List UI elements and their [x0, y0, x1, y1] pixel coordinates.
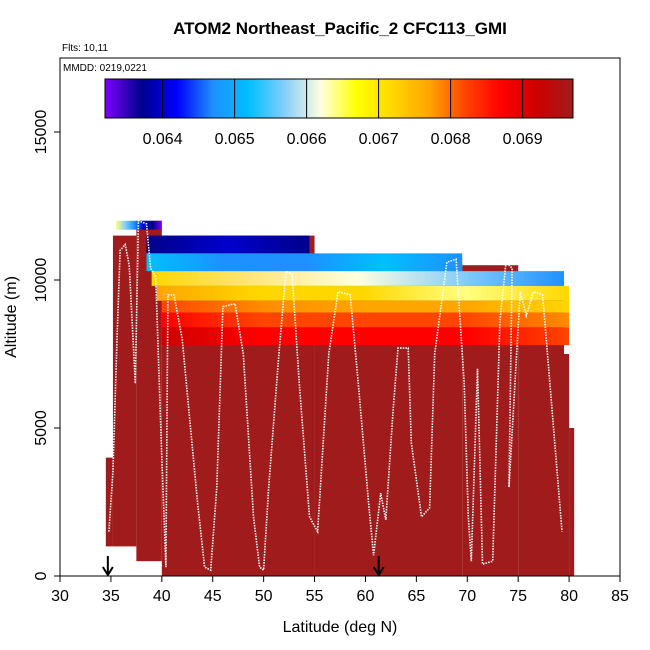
x-tick-label: 80	[560, 588, 578, 605]
dates-annotation: MMDD: 0219,0221	[63, 63, 147, 74]
heatmap-column	[112, 235, 137, 547]
y-axis-label: Altitude (m)	[3, 276, 20, 358]
x-tick-label: 35	[102, 588, 120, 605]
x-tick-label: 40	[153, 588, 171, 605]
heatmap-band	[161, 300, 570, 313]
x-tick-label: 75	[509, 588, 527, 605]
y-axis: 0 5000 10000 15000	[33, 110, 60, 580]
plot-frame	[59, 57, 621, 577]
colorbar-tick-label: 0.065	[215, 131, 255, 148]
flight-arrows	[102, 556, 385, 577]
heatmap-band	[161, 312, 570, 328]
heatmap-band	[151, 271, 565, 286]
x-tick-label: 65	[407, 588, 425, 605]
flights-annotation: Flts: 10,11	[62, 43, 108, 54]
heatmap-column	[564, 354, 570, 576]
heatmap-band	[161, 327, 570, 346]
heatmap-cells	[105, 220, 575, 576]
x-tick-label: 45	[204, 588, 222, 605]
x-tick-label: 60	[357, 588, 375, 605]
x-axis: 30 35 40 45 50 55 60 65 70 75 80 85	[51, 576, 629, 605]
flight-path-line	[108, 219, 563, 572]
colorbar-tick-label: 0.067	[359, 131, 399, 148]
heatmap-column	[105, 457, 113, 547]
flight-arrow-head	[372, 566, 385, 577]
heatmap-band	[146, 253, 463, 272]
flight-arrow-head	[102, 566, 114, 577]
y-tick-label: 0	[33, 571, 50, 580]
x-tick-label: 55	[306, 588, 324, 605]
y-tick-label: 5000	[33, 410, 50, 446]
colorbar-tick-label: 0.068	[431, 131, 471, 148]
colorbar-tick-label: 0.066	[287, 131, 327, 148]
heatmap-band	[146, 235, 310, 254]
x-tick-label: 30	[51, 588, 69, 605]
colorbar-tick-label: 0.069	[503, 131, 543, 148]
x-tick-label: 50	[255, 588, 273, 605]
heatmap-band	[156, 285, 570, 301]
colorbar	[104, 78, 574, 119]
x-tick-label: 85	[611, 588, 629, 605]
colorbar-tick-label: 0.064	[143, 131, 183, 148]
y-tick-label: 15000	[33, 110, 50, 155]
x-axis-label: Latitude (deg N)	[283, 619, 398, 636]
x-tick-label: 70	[458, 588, 476, 605]
chart-title: ATOM2 Northeast_Pacific_2 CFC113_GMI	[173, 19, 507, 38]
flight-path	[108, 219, 563, 572]
heatmap-column	[569, 428, 575, 576]
colorbar-ticks: 0.064 0.065 0.066 0.067 0.068 0.069	[143, 79, 543, 148]
y-tick-label: 10000	[33, 258, 50, 303]
